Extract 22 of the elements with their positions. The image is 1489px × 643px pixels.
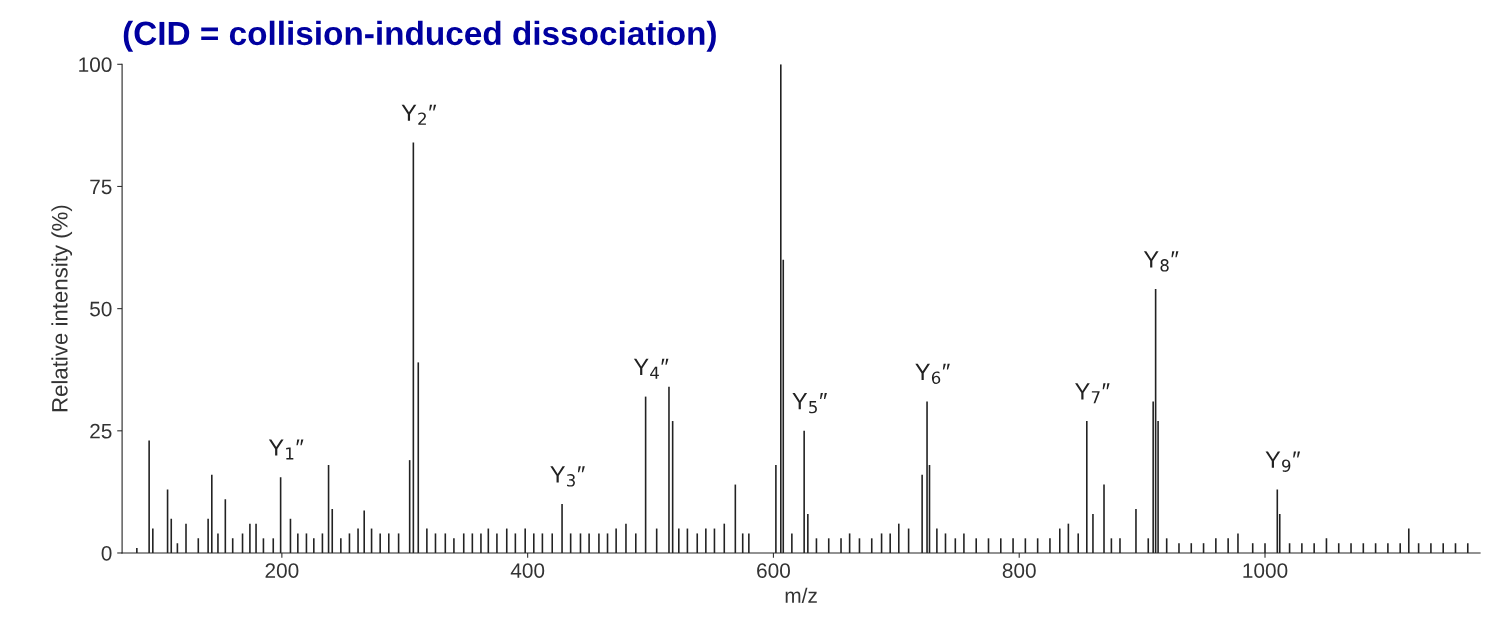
annotation: Y$_{1}$″	[268, 439, 304, 460]
y-tick-label: 50	[90, 301, 112, 317]
chart-title: (CID = collision-induced dissociation)	[123, 20, 716, 52]
x-axis-title: m/z	[785, 587, 817, 603]
x-tick-label: 400	[510, 563, 545, 578]
y-tick-label: 100	[79, 57, 112, 73]
y-axis-title: Relative intensity (%)	[51, 205, 73, 412]
annotation: Y$_{4}$″	[633, 358, 669, 379]
x-tick-label: 200	[265, 563, 299, 578]
x-tick-label: 1000	[1243, 563, 1288, 578]
annotation: Y$_{7}$″	[1075, 383, 1110, 404]
x-tick-label: 600	[757, 563, 790, 578]
annotation: Y$_{5}$″	[792, 392, 827, 414]
y-tick-label: 25	[90, 423, 112, 439]
annotation: Y$_{9}$″	[1265, 451, 1301, 472]
annotation: Y$_{3}$″	[550, 466, 585, 487]
annotation: Y$_{2}$″	[401, 104, 437, 125]
y-tick-label: 0	[101, 545, 112, 561]
y-tick-label: 75	[90, 179, 112, 195]
x-tick-label: 800	[1002, 563, 1036, 578]
annotation: Y$_{6}$″	[915, 363, 950, 384]
annotation: Y$_{8}$″	[1143, 251, 1179, 272]
